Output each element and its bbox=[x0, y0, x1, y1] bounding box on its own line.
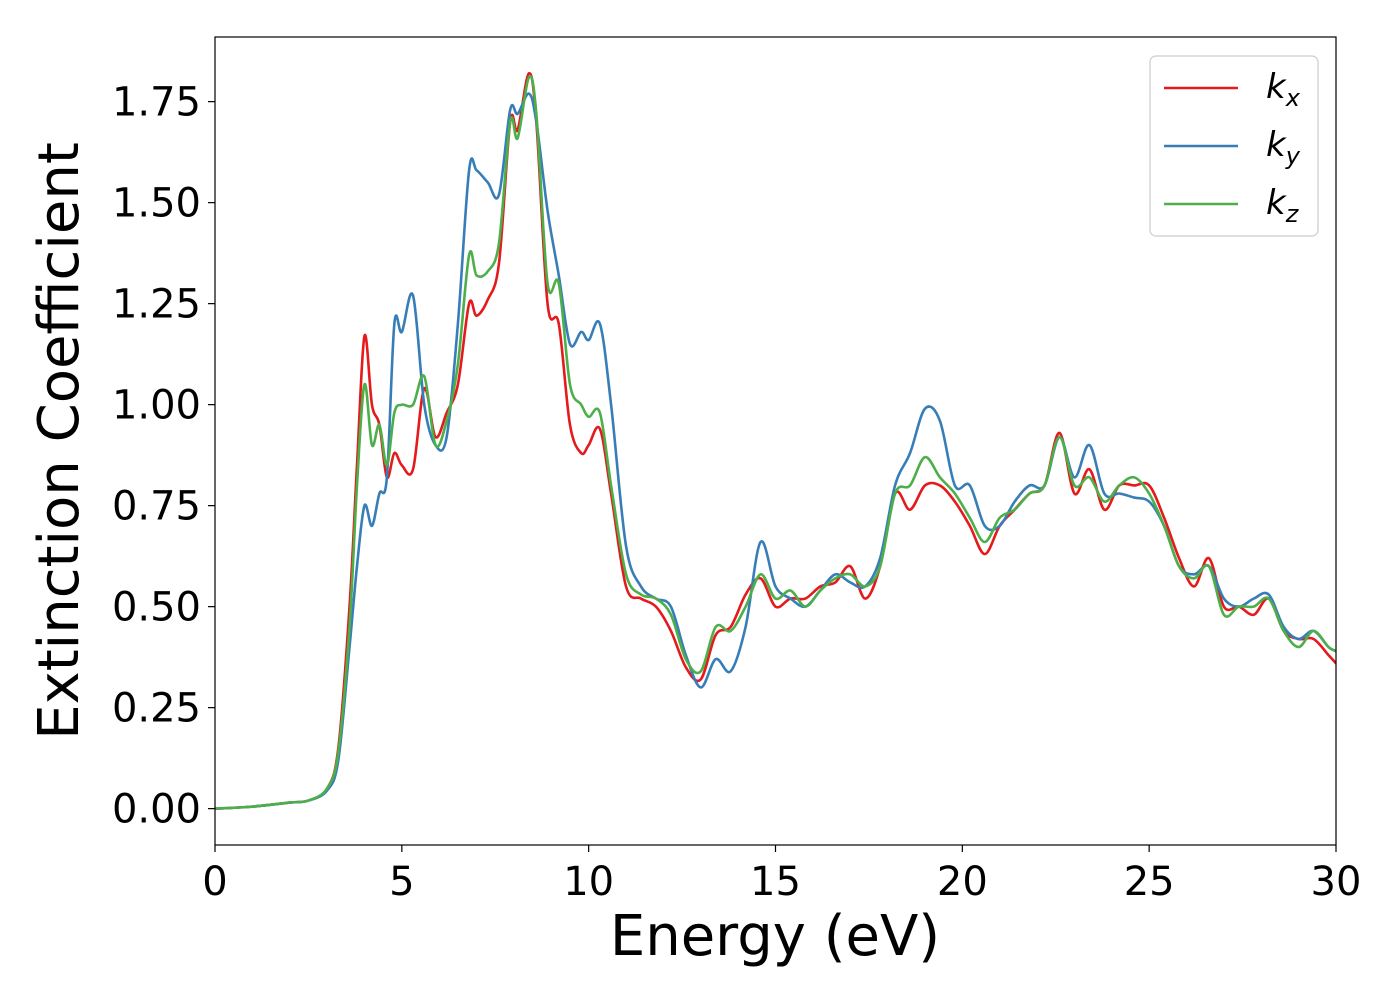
x-tick-label: 25 bbox=[1124, 859, 1175, 905]
legend-label-x: kx bbox=[1266, 67, 1301, 112]
x-tick-label: 15 bbox=[750, 859, 801, 905]
y-tick-label: 1.00 bbox=[112, 383, 201, 429]
y-tick-label: 0.00 bbox=[112, 787, 201, 833]
x-axis-ticks: 0 5 10 15 20 25 30 bbox=[202, 845, 1361, 905]
legend-label-y: ky bbox=[1266, 125, 1301, 170]
x-tick-label: 5 bbox=[389, 859, 414, 905]
y-axis-ticks: 0.00 0.25 0.50 0.75 1.00 1.25 1.50 1.75 bbox=[112, 80, 215, 833]
x-axis-title: Energy (eV) bbox=[610, 904, 940, 969]
y-tick-label: 0.50 bbox=[112, 585, 201, 631]
series-line-x bbox=[215, 72, 1336, 810]
y-tick-label: 0.75 bbox=[112, 484, 201, 530]
y-axis-title: Extinction Coefficient bbox=[27, 142, 92, 740]
x-tick-label: 30 bbox=[1311, 859, 1362, 905]
y-tick-label: 1.75 bbox=[112, 80, 201, 126]
y-tick-label: 1.25 bbox=[112, 282, 201, 328]
x-tick-label: 0 bbox=[202, 859, 227, 905]
y-tick-label: 0.25 bbox=[112, 686, 201, 732]
x-tick-label: 20 bbox=[937, 859, 988, 905]
legend-label-z: kz bbox=[1266, 183, 1300, 228]
legend: kx ky kz bbox=[1149, 55, 1319, 237]
series-line-z bbox=[215, 75, 1336, 810]
plot-lines bbox=[215, 72, 1336, 810]
x-tick-label: 10 bbox=[563, 859, 614, 905]
legend-items: kx ky kz bbox=[1164, 67, 1301, 228]
series-line-y bbox=[215, 92, 1336, 810]
y-tick-label: 1.50 bbox=[112, 181, 201, 227]
